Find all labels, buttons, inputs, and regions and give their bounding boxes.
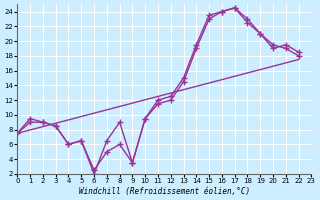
X-axis label: Windchill (Refroidissement éolien,°C): Windchill (Refroidissement éolien,°C) xyxy=(79,187,250,196)
